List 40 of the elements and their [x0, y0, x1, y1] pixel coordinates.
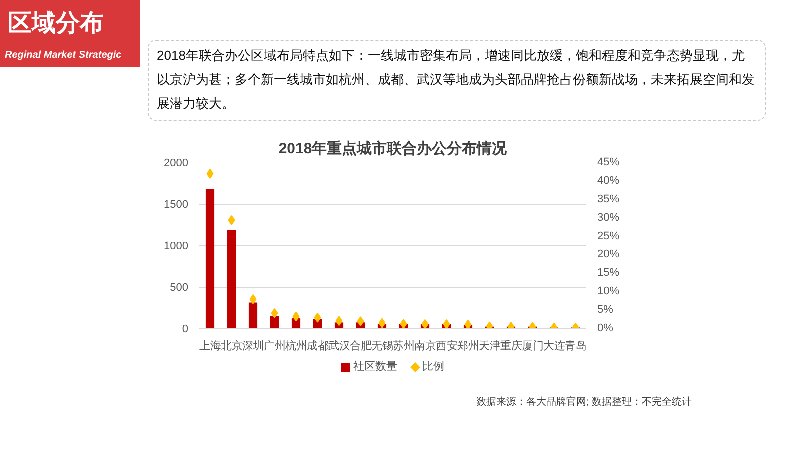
y-tick-label: 2000: [164, 158, 189, 170]
legend-label: 比例: [422, 360, 444, 374]
y2-tick-label: 15%: [598, 267, 620, 280]
y-tick-label: 0: [182, 324, 189, 336]
x-tick-label: 广州: [264, 340, 286, 352]
y2-tick-label: 45%: [598, 156, 620, 168]
x-tick-label: 大连: [543, 340, 566, 352]
legend-label: 社区数量: [354, 360, 398, 374]
x-tick-label: 上海: [199, 340, 222, 352]
x-tick-label: 深圳: [242, 340, 264, 352]
x-tick-label: 西安: [436, 340, 458, 352]
x-tick-label: 郑州: [457, 340, 480, 352]
y-tick-label: 500: [170, 282, 189, 294]
y2-tick-label: 5%: [598, 304, 614, 316]
y2-tick-label: 0%: [598, 322, 614, 334]
y2-tick-label: 20%: [598, 248, 620, 261]
text: Reginal Market Strategic: [0, 46, 140, 67]
y2-tick-label: 40%: [598, 174, 620, 187]
y2-tick-label: 25%: [598, 230, 620, 242]
x-tick-label: 成都: [306, 340, 329, 352]
y2-tick-label: 30%: [598, 212, 620, 224]
x-tick-label: 厦门: [522, 340, 544, 352]
y-tick-label: 1000: [164, 240, 189, 252]
x-tick-label: 武汉: [328, 340, 350, 352]
x-tick-label: 重庆: [500, 340, 522, 352]
x-tick-label: 杭州: [284, 340, 308, 352]
text: 区域分布: [0, 0, 140, 46]
source-note: 数据来源：各大品牌官网; 数据整理：不完全统计: [476, 397, 692, 409]
x-tick-label: 无锡: [371, 340, 394, 352]
y2-tick-label: 35%: [598, 193, 620, 206]
x-tick-label: 天津: [478, 340, 501, 352]
x-tick-label: 青岛: [564, 340, 587, 352]
chart-title: 2018年重点城市联合办公分布情况: [278, 140, 508, 158]
x-tick-label: 北京: [220, 340, 243, 352]
text: 2018年联合办公区域布局特点如下：一线城市密集布局，增速同比放缓，饱和程度和竞争态势显现，尤以京沪为甚；多个新一线城市如杭州、成都、武汉等地成为头部品牌抢占份额新战场，未来拓展空间和发展潜力较大。: [148, 40, 766, 121]
x-tick-label: 南京: [414, 340, 436, 352]
x-tick-label: 苏州: [392, 340, 415, 352]
y-tick-label: 1500: [164, 199, 189, 211]
x-tick-label: 合肥: [350, 340, 372, 352]
y2-tick-label: 10%: [598, 286, 620, 298]
